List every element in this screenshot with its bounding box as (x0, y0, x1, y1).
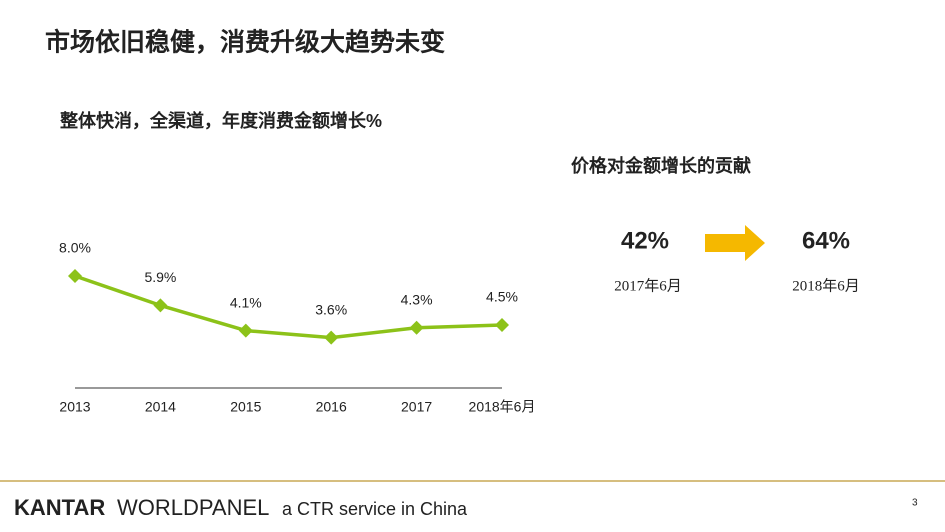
contribution-label: 2018年6月 (792, 277, 860, 294)
line (74, 274, 503, 340)
marker (68, 269, 82, 283)
data-label: 3.6% (315, 301, 347, 317)
slide-title: 市场依旧稳健，消费升级大趋势未变 (45, 28, 445, 57)
marker (238, 323, 253, 338)
contribution-value: 64% (802, 227, 850, 254)
contribution-value: 42% (621, 227, 669, 254)
tagline: a CTR service in China (282, 499, 468, 519)
data-label: 4.5% (486, 289, 518, 305)
x-tick-label: 2016 (316, 399, 347, 415)
x-tick-label: 2014 (145, 399, 176, 415)
contribution-title: 价格对金额增长的贡献 (571, 155, 751, 176)
data-label: 8.0% (59, 240, 91, 256)
brand: WORLDPANEL (117, 495, 269, 520)
marker (324, 330, 339, 345)
page-number: 3 (912, 498, 918, 509)
data-label: 5.9% (144, 269, 176, 285)
marker (495, 318, 509, 332)
data-label: 4.3% (401, 292, 433, 308)
x-tick-label: 2013 (59, 399, 90, 415)
x-tick-label: 2015 (230, 399, 261, 415)
arrow (705, 225, 765, 261)
brand: KANTAR (14, 495, 105, 520)
marker (153, 298, 168, 313)
contribution-label: 2017年6月 (614, 277, 682, 294)
x-tick-label: 2018年6月 (469, 399, 536, 415)
x-tick-label: 2017 (401, 399, 432, 415)
marker (409, 320, 424, 335)
chart-title: 整体快消，全渠道，年度消费金额增长% (59, 110, 382, 131)
data-label: 4.1% (230, 294, 262, 310)
